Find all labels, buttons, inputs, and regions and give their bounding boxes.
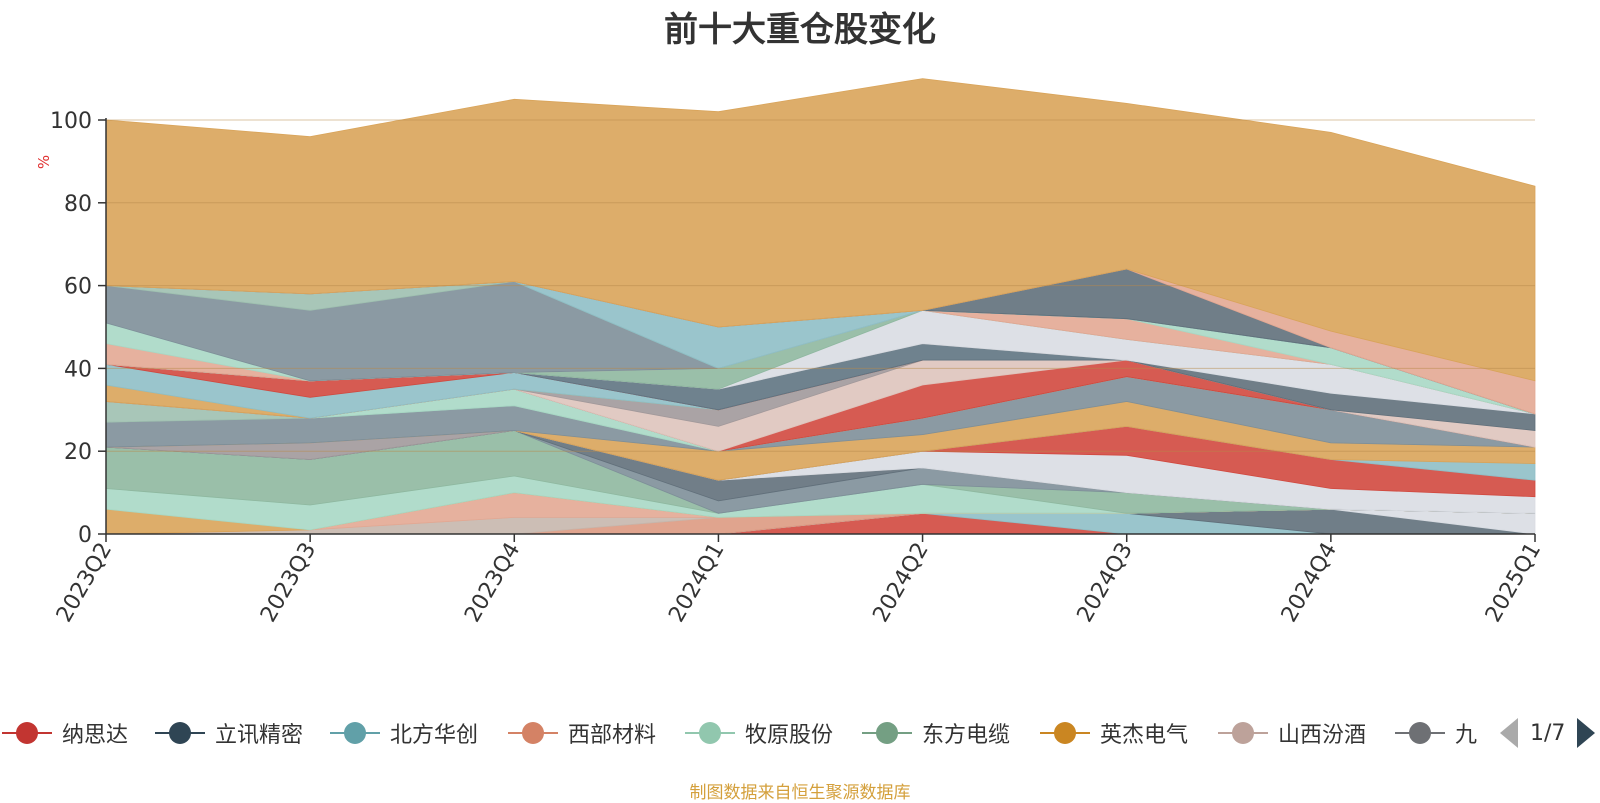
y-tick-label: 40 (64, 357, 92, 382)
legend-marker-icon (1218, 718, 1268, 748)
legend-marker-icon (1040, 718, 1090, 748)
legend-marker-icon (155, 718, 205, 748)
legend-pager: 1/7 (1500, 716, 1596, 750)
y-tick-label: 60 (64, 275, 92, 300)
legend-label: 北方华创 (390, 723, 479, 748)
legend-marker-icon (2, 718, 52, 748)
legend-item[interactable]: 立讯精密 (155, 718, 303, 748)
x-tick-label: 2025Q1 (1481, 539, 1546, 627)
legend-item[interactable]: 东方电缆 (862, 718, 1010, 748)
y-axis-label: % (35, 155, 53, 169)
legend-label: 东方电缆 (922, 723, 1011, 748)
legend-marker-icon (862, 718, 912, 748)
legend-item[interactable]: 纳思达 (2, 718, 128, 748)
y-tick-label: 80 (64, 192, 92, 217)
legend-label: 西部材料 (568, 723, 657, 748)
legend-item[interactable]: 英杰电气 (1040, 718, 1188, 748)
x-tick-label: 2023Q4 (460, 539, 525, 627)
source-note: 制图数据来自恒生聚源数据库 (689, 783, 911, 803)
chart-plot: 0 20 40 60 80 100% 2023Q2 2023Q3 2023Q4 2024Q1 202… (35, 78, 1546, 627)
legend-marker-icon (508, 718, 558, 748)
legend-item[interactable]: 北方华创 (330, 718, 478, 748)
legend-label: 牧原股份 (745, 723, 834, 748)
y-tick-label: 100 (50, 109, 92, 134)
x-tick-label: 2024Q1 (664, 539, 729, 627)
legend: 纳思达 立讯精密 北方华创 西部材料 牧原股份 东方电缆 英杰电气 山西汾酒 九 (0, 718, 1480, 748)
y-tick-label: 0 (78, 523, 92, 548)
legend-label: 英杰电气 (1100, 723, 1189, 748)
legend-page-indicator: 1/7 (1530, 720, 1566, 746)
legend-label: 九 (1455, 723, 1478, 748)
legend-label: 纳思达 (62, 723, 129, 748)
x-tick-label: 2023Q2 (52, 539, 117, 627)
chart-title: 前十大重仓股变化 (664, 10, 936, 50)
x-tick-label: 2024Q4 (1277, 539, 1342, 627)
legend-item[interactable]: 西部材料 (508, 718, 656, 748)
legend-item[interactable]: 九 (1395, 718, 1477, 748)
y-tick-label: 20 (64, 440, 92, 465)
legend-item[interactable]: 牧原股份 (685, 718, 833, 748)
legend-marker-icon (1395, 718, 1445, 748)
legend-label: 山西汾酒 (1278, 723, 1367, 748)
legend-label: 立讯精密 (215, 723, 304, 748)
x-tick-label: 2024Q3 (1073, 539, 1138, 627)
legend-item[interactable]: 山西汾酒 (1218, 718, 1366, 748)
legend-next-page-icon[interactable] (1577, 718, 1596, 748)
x-tick-label: 2024Q2 (868, 539, 933, 627)
legend-marker-icon (685, 718, 735, 748)
legend-prev-page-icon[interactable] (1500, 718, 1518, 748)
x-tick-label: 2023Q3 (256, 539, 321, 627)
legend-marker-icon (330, 718, 380, 748)
